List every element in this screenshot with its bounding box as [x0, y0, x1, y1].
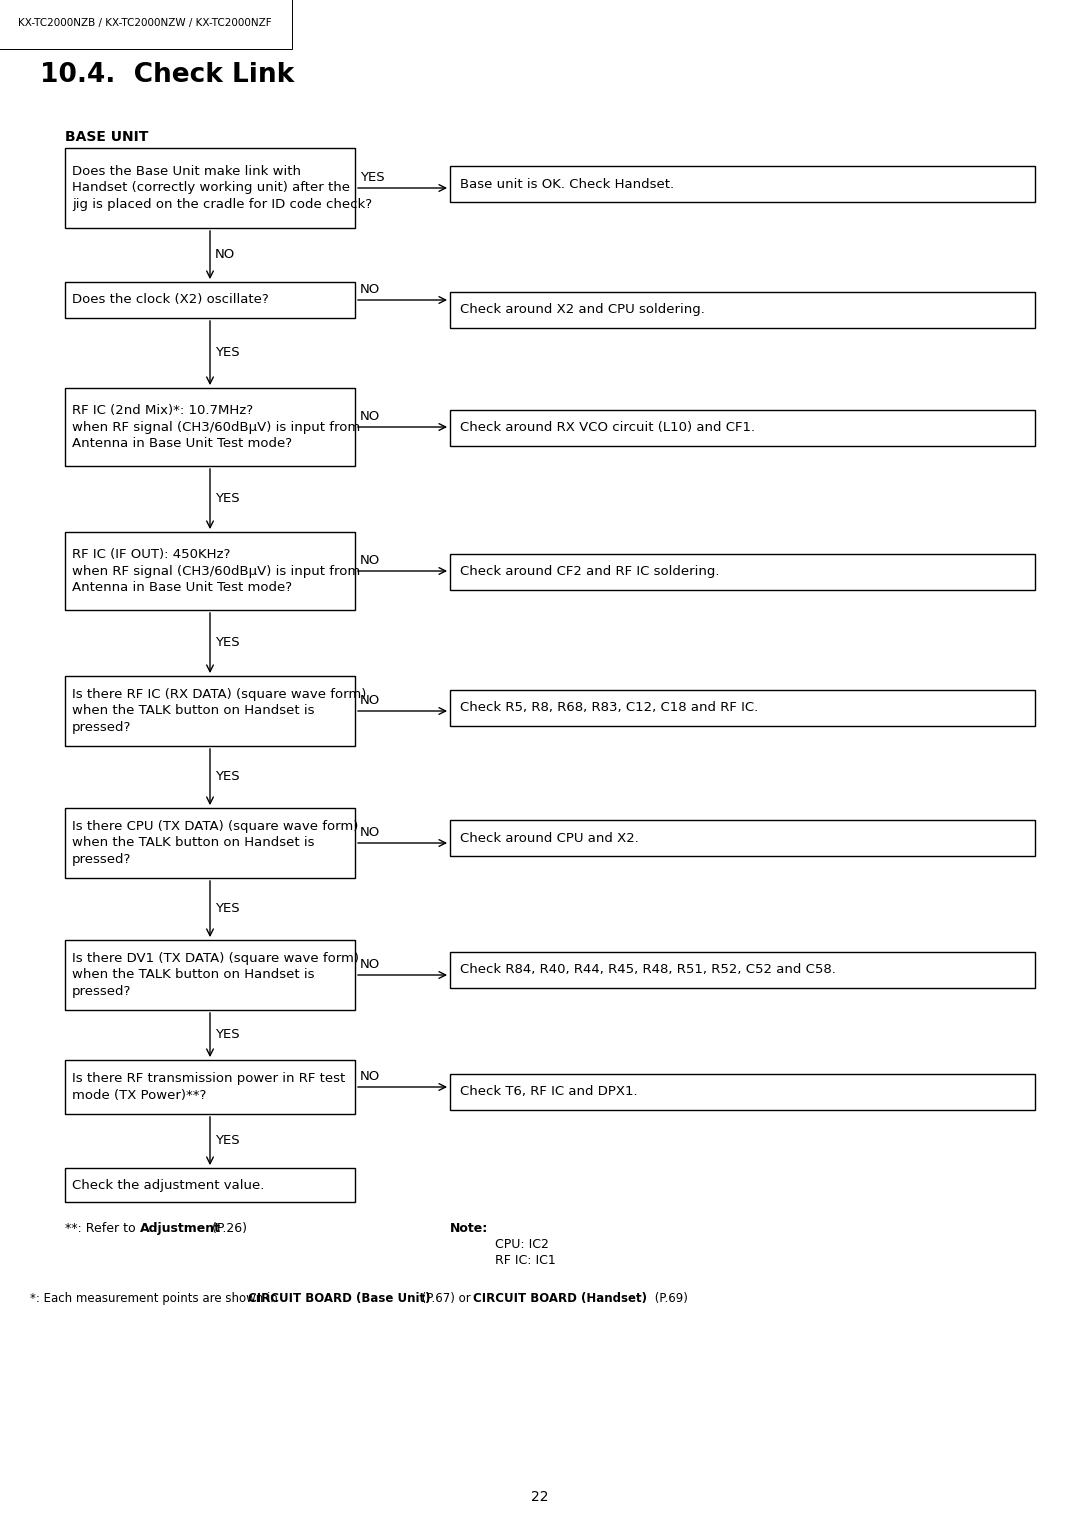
Text: YES: YES: [215, 1028, 240, 1042]
Bar: [450, 167, 1035, 202]
Text: *: Each measurement points are shown in: *: Each measurement points are shown in: [30, 1293, 282, 1305]
Bar: [65, 1167, 355, 1203]
Text: YES: YES: [215, 1134, 240, 1148]
Text: (P.67) or: (P.67) or: [418, 1293, 474, 1305]
Text: Check R5, R8, R68, R83, C12, C18 and RF IC.: Check R5, R8, R68, R83, C12, C18 and RF …: [460, 701, 758, 715]
Text: 22: 22: [531, 1490, 549, 1504]
Text: RF IC (IF OUT): 450KHz?
when RF signal (CH3/60dBμV) is input from
Antenna in Bas: RF IC (IF OUT): 450KHz? when RF signal (…: [72, 549, 361, 594]
Text: CPU: IC2: CPU: IC2: [495, 1238, 549, 1251]
Bar: [450, 555, 1035, 590]
Text: NO: NO: [360, 827, 380, 839]
Text: YES: YES: [215, 770, 240, 784]
Text: CIRCUIT BOARD (Handset): CIRCUIT BOARD (Handset): [473, 1293, 647, 1305]
Text: YES: YES: [215, 903, 240, 915]
Bar: [450, 952, 1035, 989]
Bar: [65, 675, 355, 746]
Text: NO: NO: [360, 555, 380, 567]
Text: NO: NO: [360, 694, 380, 707]
Text: Check around RX VCO circuit (L10) and CF1.: Check around RX VCO circuit (L10) and CF…: [460, 422, 755, 434]
Bar: [65, 283, 355, 318]
Text: Is there RF transmission power in RF test
mode (TX Power)**?: Is there RF transmission power in RF tes…: [72, 1073, 346, 1102]
Text: NO: NO: [360, 410, 380, 423]
Text: Check around X2 and CPU soldering.: Check around X2 and CPU soldering.: [460, 304, 705, 316]
Bar: [65, 808, 355, 879]
Text: (P.69): (P.69): [651, 1293, 688, 1305]
Text: 10.4.  Check Link: 10.4. Check Link: [40, 63, 294, 89]
Text: Base unit is OK. Check Handset.: Base unit is OK. Check Handset.: [460, 177, 674, 191]
Text: KX-TC2000NZB / KX-TC2000NZW / KX-TC2000NZF: KX-TC2000NZB / KX-TC2000NZW / KX-TC2000N…: [18, 18, 272, 28]
Text: Check around CF2 and RF IC soldering.: Check around CF2 and RF IC soldering.: [460, 565, 719, 579]
Bar: [450, 1074, 1035, 1109]
Text: Check around CPU and X2.: Check around CPU and X2.: [460, 831, 639, 845]
Text: Check the adjustment value.: Check the adjustment value.: [72, 1178, 265, 1192]
Bar: [450, 691, 1035, 726]
Text: Adjustment: Adjustment: [140, 1222, 221, 1235]
Text: YES: YES: [360, 171, 384, 183]
Bar: [450, 410, 1035, 446]
Text: NO: NO: [215, 249, 235, 261]
Text: Is there DV1 (TX DATA) (square wave form)
when the TALK button on Handset is
pre: Is there DV1 (TX DATA) (square wave form…: [72, 952, 359, 998]
Text: YES: YES: [215, 347, 240, 359]
Bar: [65, 940, 355, 1010]
Text: NO: NO: [360, 283, 380, 296]
Text: CIRCUIT BOARD (Base Unit): CIRCUIT BOARD (Base Unit): [248, 1293, 431, 1305]
Bar: [450, 292, 1035, 329]
Bar: [65, 532, 355, 610]
Text: RF IC (2nd Mix)*: 10.7MHz?
when RF signal (CH3/60dBμV) is input from
Antenna in : RF IC (2nd Mix)*: 10.7MHz? when RF signa…: [72, 403, 361, 451]
Text: RF IC: IC1: RF IC: IC1: [495, 1254, 556, 1267]
Text: Is there CPU (TX DATA) (square wave form)
when the TALK button on Handset is
pre: Is there CPU (TX DATA) (square wave form…: [72, 821, 359, 866]
Text: Check T6, RF IC and DPX1.: Check T6, RF IC and DPX1.: [460, 1085, 637, 1099]
Text: YES: YES: [215, 492, 240, 506]
Bar: [65, 388, 355, 466]
Text: **: Refer to: **: Refer to: [65, 1222, 139, 1235]
Text: YES: YES: [215, 637, 240, 649]
Bar: [65, 148, 355, 228]
Text: Note:: Note:: [450, 1222, 488, 1235]
Text: NO: NO: [360, 958, 380, 970]
Text: Does the Base Unit make link with
Handset (correctly working unit) after the
jig: Does the Base Unit make link with Handse…: [72, 165, 373, 211]
Bar: [450, 821, 1035, 856]
Text: BASE UNIT: BASE UNIT: [65, 130, 148, 144]
Text: Is there RF IC (RX DATA) (square wave form)
when the TALK button on Handset is
p: Is there RF IC (RX DATA) (square wave fo…: [72, 688, 366, 733]
Bar: [65, 1060, 355, 1114]
Text: NO: NO: [360, 1070, 380, 1083]
Text: Check R84, R40, R44, R45, R48, R51, R52, C52 and C58.: Check R84, R40, R44, R45, R48, R51, R52,…: [460, 964, 836, 976]
Text: (P.26): (P.26): [208, 1222, 247, 1235]
Text: Does the clock (X2) oscillate?: Does the clock (X2) oscillate?: [72, 293, 269, 307]
